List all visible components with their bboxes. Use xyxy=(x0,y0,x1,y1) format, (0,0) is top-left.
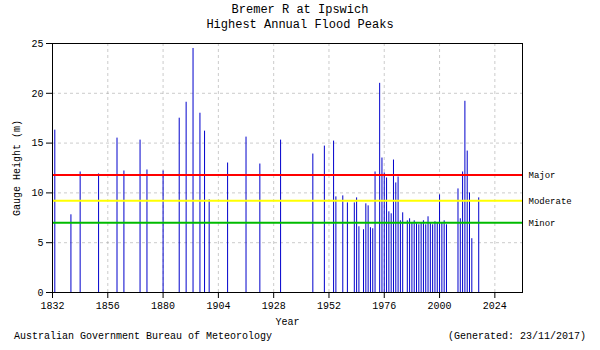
html-text:Bremer R at Ipswich: Bremer R at Ipswich xyxy=(231,3,369,17)
svg-text:Minor: Minor xyxy=(529,219,556,229)
svg-text:1952: 1952 xyxy=(317,301,341,312)
svg-text:10: 10 xyxy=(31,188,43,199)
svg-text:2024: 2024 xyxy=(483,301,507,312)
svg-text:5: 5 xyxy=(37,238,43,249)
html-text:(Generated: 23/11/2017): (Generated: 23/11/2017) xyxy=(448,331,586,342)
svg-text:1928: 1928 xyxy=(262,301,286,312)
svg-text:15: 15 xyxy=(31,138,43,149)
svg-text:1856: 1856 xyxy=(96,301,120,312)
svg-text:1976: 1976 xyxy=(372,301,396,312)
svg-text:Year: Year xyxy=(275,317,299,328)
svg-text:2000: 2000 xyxy=(428,301,452,312)
html-text:Highest Annual Flood Peaks: Highest Annual Flood Peaks xyxy=(206,18,394,32)
svg-text:1904: 1904 xyxy=(206,301,230,312)
svg-text:25: 25 xyxy=(31,39,43,50)
svg-text:Major: Major xyxy=(529,171,556,181)
svg-text:1880: 1880 xyxy=(151,301,175,312)
svg-text:Moderate: Moderate xyxy=(529,197,572,207)
svg-text:20: 20 xyxy=(31,89,43,100)
svg-text:1832: 1832 xyxy=(40,301,64,312)
html-text:Australian Government Bureau o: Australian Government Bureau of Meteorol… xyxy=(14,331,272,342)
svg-text:0: 0 xyxy=(37,288,43,299)
svg-text:Gauge Height (m): Gauge Height (m) xyxy=(12,120,23,216)
